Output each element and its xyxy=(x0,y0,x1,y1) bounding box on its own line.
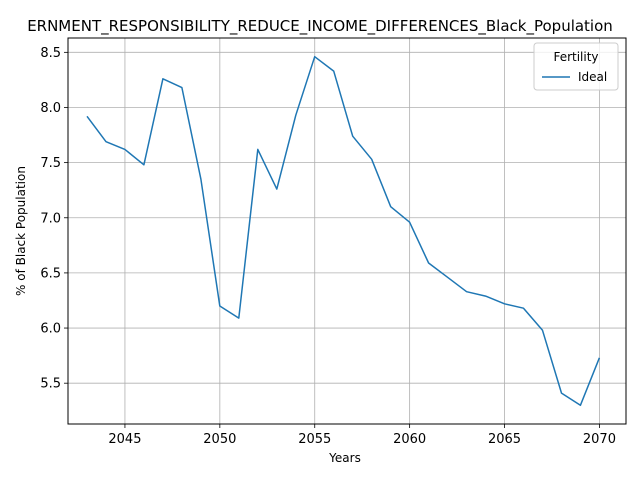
x-tick-label: 2070 xyxy=(583,432,616,447)
y-tick-label: 8.0 xyxy=(40,101,61,116)
legend-label-ideal: Ideal xyxy=(578,70,607,84)
legend-box xyxy=(533,42,619,91)
x-tick-label: 2045 xyxy=(108,432,141,447)
y-tick-label: 8.5 xyxy=(40,46,61,61)
x-tick-label: 2060 xyxy=(393,432,426,447)
y-axis: 5.5 6.0 6.5 7.0 7.5 8.0 8.5 xyxy=(40,46,68,392)
grid-lines xyxy=(68,38,626,424)
y-tick-label: 6.5 xyxy=(40,266,61,281)
series-line-ideal xyxy=(86,55,601,407)
x-axis: 2045 2050 2055 2060 2065 2070 xyxy=(108,424,616,447)
chart-title: ERNMENT_RESPONSIBILITY_REDUCE_INCOME_DIF… xyxy=(27,17,613,36)
plot-area xyxy=(68,38,626,424)
x-axis-label: Years xyxy=(328,451,361,465)
y-tick-label: 7.0 xyxy=(40,211,61,226)
x-tick-label: 2065 xyxy=(488,432,521,447)
plot-frame xyxy=(67,37,627,425)
y-tick-label: 5.5 xyxy=(40,377,61,392)
x-tick-label: 2050 xyxy=(203,432,236,447)
series-layer xyxy=(86,55,601,407)
y-axis-label: % of Black Population xyxy=(14,166,28,296)
legend: Fertility Ideal xyxy=(533,42,619,91)
y-tick-label: 7.5 xyxy=(40,156,61,171)
y-tick-label: 6.0 xyxy=(40,322,61,337)
legend-title: Fertility xyxy=(553,50,598,64)
x-tick-label: 2055 xyxy=(298,432,331,447)
